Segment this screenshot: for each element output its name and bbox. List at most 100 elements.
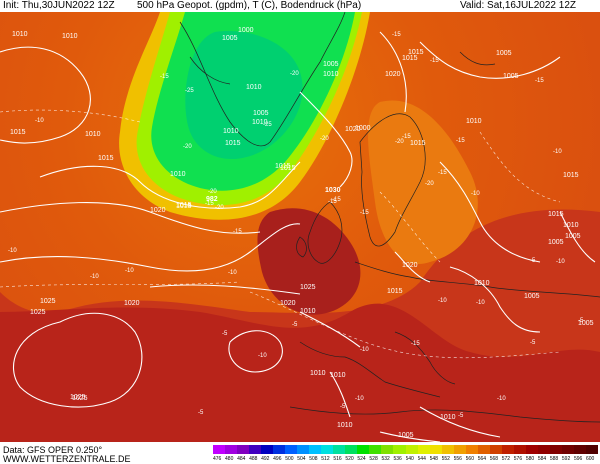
isobar-label: 1020 (124, 300, 140, 307)
temp-label: -5 (458, 413, 464, 419)
colorbar-swatch (561, 445, 574, 454)
data-source: Data: GFS OPER 0.250° (3, 445, 103, 455)
isobar-label: 1005 (253, 110, 269, 117)
colorbar-labels: 476 480 484 488 492 496 500 504 508 512 516 520 524 5… (213, 455, 598, 463)
italy-coast (394, 331, 456, 385)
isobar-label: 1025 (72, 395, 88, 402)
isobar-label: 1010 (466, 118, 482, 125)
temp-label: -15 (430, 58, 439, 64)
colorbar-swatch (573, 445, 586, 454)
isobar-low-ring (228, 330, 283, 373)
colorbar-swatch (513, 445, 526, 454)
colorbar-swatch (237, 445, 250, 454)
temp-label: -10 (553, 149, 562, 155)
colorbar-tick-label: 540 (405, 456, 414, 462)
isobar-label: 1005 (578, 320, 594, 327)
isobar-line (394, 251, 431, 283)
colorbar-tick-label: 584 (537, 456, 547, 462)
iberia-coast (299, 341, 441, 398)
svalbard-coast (459, 51, 496, 66)
colorbar-swatch (441, 445, 454, 454)
temp-label: -10 (438, 298, 447, 304)
colorbar-swatch (249, 445, 262, 454)
colorbar-swatch (261, 445, 274, 454)
isobar-label: 1005 (524, 293, 540, 300)
africa-coast (289, 406, 600, 423)
colorbar-swatch (333, 445, 346, 454)
isobar-line (419, 41, 561, 79)
isobar-label: 1010 (330, 372, 346, 379)
scandinavia-coast (359, 113, 426, 247)
valid-time: Valid: Sat,16JUL2022 12Z (460, 0, 577, 11)
isobar-line (0, 201, 261, 234)
temp-label: -15 (205, 201, 214, 207)
colorbar-tick-label: 588 (549, 456, 559, 462)
isobar-label: 1015 (275, 163, 291, 170)
isobar-label: 1005 (222, 35, 238, 42)
isobar-label: 1005 (398, 432, 414, 439)
map: 1010 1000 1005 1010 1015 1005 1010 1010 … (0, 12, 600, 442)
isobar-label: 1010 (563, 222, 579, 229)
colorbar-tick-label: 476 (213, 456, 222, 462)
colorbar-tick-label: 544 (417, 456, 426, 462)
colorbar-swatch (465, 445, 478, 454)
colorbar-swatch (429, 445, 442, 454)
isobar-line (379, 431, 441, 442)
website-credit: WWW.WETTERZENTRALE.DE (3, 454, 131, 464)
colorbar-tick-label: 512 (321, 456, 330, 462)
isobar-label: 1025 (300, 284, 316, 291)
temp-label: -5 (222, 331, 228, 337)
colorbar-swatch (393, 445, 406, 454)
isobar-label: 1010 (337, 422, 353, 429)
greenland-coast (179, 12, 346, 147)
isobar-label: 1025 (30, 309, 46, 316)
warm-core (257, 208, 361, 315)
isobar-label: 1010 (12, 31, 28, 38)
temp-label: -15 (360, 210, 369, 216)
isobar-label: 1005 (503, 73, 519, 80)
temp-label: -25 (185, 88, 194, 94)
isobar-label: 1015 (408, 49, 424, 56)
colorbar-swatch (213, 445, 226, 454)
colorbar-tick-label: 488 (249, 456, 258, 462)
colorbar-tick-label: 536 (393, 456, 402, 462)
isobar-label: 1020 (345, 126, 361, 133)
temp-label: -15 (402, 134, 411, 140)
isotherms (0, 109, 561, 359)
temp-label: -15 (392, 32, 401, 38)
isobar-line (0, 46, 91, 144)
isobar-label: 1025 (70, 394, 86, 401)
temp-label: -15 (535, 78, 544, 84)
isotherm (379, 191, 441, 263)
isobar-label: 1020 (385, 71, 401, 78)
isobar-line (439, 161, 541, 263)
temp-label: -10 (476, 300, 485, 306)
temp-label: -10 (355, 396, 364, 402)
isobar-label: 1010 (323, 71, 339, 78)
colorbar-tick-label: 564 (477, 456, 487, 462)
colorbar-swatch (501, 445, 514, 454)
colorbar-swatch (453, 445, 466, 454)
isobar-label: 1015 (563, 172, 579, 179)
colorbar-swatch (417, 445, 430, 454)
chart-title: 500 hPa Geopot. (gpdm), T (C), Bodendruc… (137, 0, 362, 11)
isotherm (0, 281, 241, 288)
isobar-labels: 1010 1000 1005 1010 1015 1005 1010 1010 … (10, 27, 594, 439)
colorbar-swatch (381, 445, 394, 454)
temp-label: -10 (125, 268, 134, 274)
colorbar-tick-label: 596 (573, 456, 583, 462)
isotherm (0, 109, 141, 123)
colorbar-swatch (285, 445, 298, 454)
temp-label: -20 (208, 189, 217, 195)
temperature-labels: -15 -20 -20 -25 -20 -25 -15 -20 -15 -20 … (8, 32, 584, 419)
isobar-line (379, 31, 407, 113)
temp-label: -10 (90, 274, 99, 280)
isobar-label: 1010 (440, 414, 456, 421)
colorbar-swatch (489, 445, 502, 454)
temp-label: -10 (258, 353, 267, 359)
isobar-label: 1010 (223, 128, 239, 135)
colorbar-swatch (537, 445, 550, 454)
colorbar-swatch (273, 445, 286, 454)
colorbar (213, 445, 598, 454)
temp-label: -15 (456, 138, 465, 144)
